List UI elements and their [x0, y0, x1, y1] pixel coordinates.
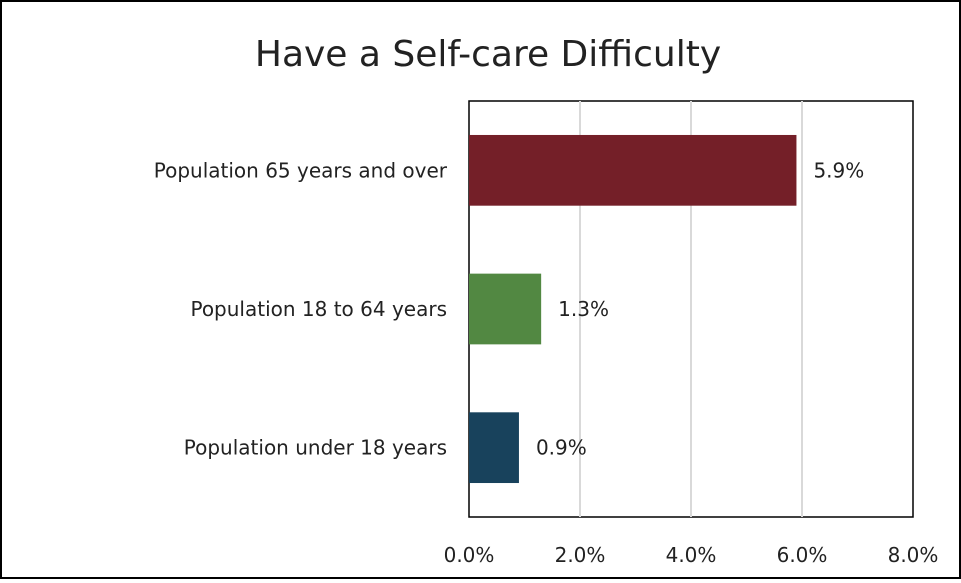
- bar: [469, 273, 542, 345]
- data-label: 1.3%: [558, 297, 609, 321]
- category-label: Population 65 years and over: [154, 158, 448, 182]
- category-label: Population 18 to 64 years: [190, 297, 447, 321]
- bar: [469, 134, 797, 206]
- category-label: Population under 18 years: [184, 436, 447, 460]
- x-tick-label: 8.0%: [888, 543, 939, 567]
- x-tick-label: 2.0%: [555, 543, 606, 567]
- chart-title: Have a Self-care Difficulty: [255, 34, 721, 75]
- x-tick-label: 0.0%: [444, 543, 495, 567]
- bar: [469, 412, 519, 484]
- x-tick-label: 6.0%: [777, 543, 828, 567]
- data-label: 0.9%: [536, 436, 587, 460]
- x-tick-label: 4.0%: [666, 543, 717, 567]
- labels: 0.0% 2.0% 4.0% 6.0% 8.0% Population 65 years …: [154, 158, 939, 567]
- data-label: 5.9%: [813, 158, 864, 182]
- bars: [469, 134, 797, 484]
